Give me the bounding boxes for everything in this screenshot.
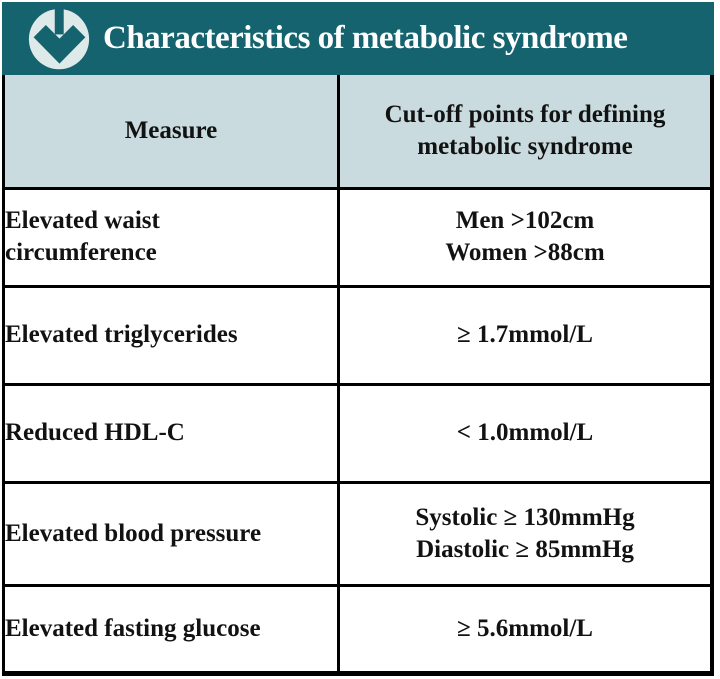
- table-header-row: Measure Cut-off points for defining meta…: [2, 75, 714, 190]
- table-row-hdl-c: Reduced HDL-C < 1.0mmol/L: [2, 382, 714, 484]
- table-row-triglycerides: Elevated triglycerides ≥ 1.7mmol/L: [2, 284, 714, 386]
- download-arrow-circle-icon: [28, 8, 90, 69]
- cutoff-cell: ≥ 1.7mmol/L: [337, 284, 714, 386]
- cutoff-cell: < 1.0mmol/L: [337, 382, 714, 484]
- metabolic-syndrome-table: Measure Cut-off points for defining meta…: [2, 75, 714, 676]
- table-row-blood-pressure: Elevated blood pressure Systolic ≥ 130mm…: [2, 480, 714, 587]
- measure-cell: Reduced HDL-C: [2, 382, 340, 484]
- measure-cell: Elevated fasting glucose: [2, 583, 340, 675]
- cutoff-cell: ≥ 5.6mmol/L: [337, 583, 714, 675]
- title-bar: Characteristics of metabolic syndrome: [2, 2, 714, 75]
- measure-cell: Elevated blood pressure: [2, 480, 340, 587]
- measure-cell: Elevated waist circumference: [2, 186, 340, 288]
- measure-cell: Elevated triglycerides: [2, 284, 340, 386]
- table-row-fasting-glucose: Elevated fasting glucose ≥ 5.6mmol/L: [2, 583, 714, 675]
- table-row-waist-circumference: Elevated waist circumference Men >102cm …: [2, 186, 714, 288]
- cutoff-cell: Systolic ≥ 130mmHg Diastolic ≥ 85mmHg: [337, 480, 714, 587]
- column-header-measure: Measure: [2, 75, 340, 190]
- page-title: Characteristics of metabolic syndrome: [103, 20, 628, 56]
- cutoff-cell: Men >102cm Women >88cm: [337, 186, 714, 288]
- column-header-cutoff: Cut-off points for defining metabolic sy…: [337, 75, 714, 190]
